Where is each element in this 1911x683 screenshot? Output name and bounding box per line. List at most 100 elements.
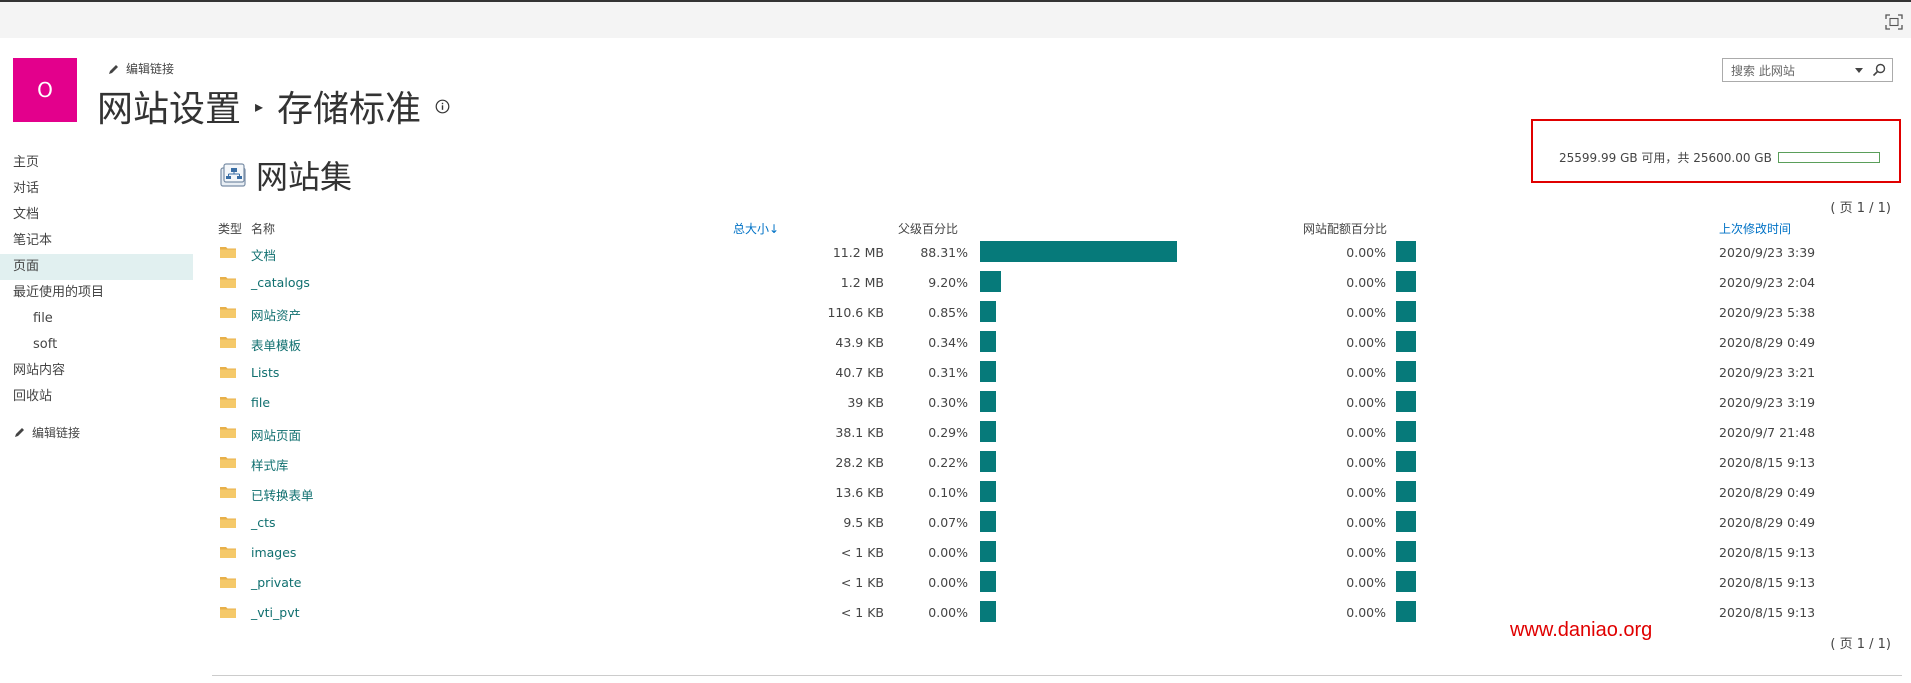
breadcrumb-current: 存储标准 <box>277 89 422 130</box>
dropdown-arrow-icon[interactable] <box>1852 64 1866 76</box>
nav-item[interactable]: 主页 <box>13 155 40 170</box>
item-parent-pct: 0.29% <box>928 425 968 440</box>
table-header: 类型 名称 总大小↓ 父级百分比 网站配额百分比 上次修改时间 <box>218 218 1898 238</box>
parent-pct-bar <box>980 271 1001 292</box>
item-name-link[interactable]: Lists <box>251 365 280 380</box>
search-icon[interactable] <box>1872 63 1886 77</box>
info-icon[interactable] <box>435 99 450 114</box>
section-header: 网站集 <box>218 152 352 198</box>
quota-pct-bar <box>1396 511 1416 532</box>
item-parent-pct: 0.00% <box>928 575 968 590</box>
item-name-link[interactable]: 已转换表单 <box>251 488 314 503</box>
parent-pct-bar <box>980 511 996 532</box>
item-modified: 2020/9/23 3:39 <box>1719 245 1816 260</box>
item-name-link[interactable]: 样式库 <box>251 458 289 473</box>
table-body: 文档 11.2 MB 88.31% 0.00% 2020/9/23 3:39 _catal… <box>218 238 1898 628</box>
nav-item[interactable]: 最近使用的项目 <box>13 285 105 300</box>
item-quota-pct: 0.00% <box>1346 275 1386 290</box>
parent-pct-bar <box>980 361 996 382</box>
edit-links-nav-label: 编辑链接 <box>32 425 81 440</box>
site-logo[interactable]: O <box>13 58 77 122</box>
column-header-size[interactable]: 总大小↓ <box>733 222 780 236</box>
column-header-quota-pct: 网站配额百分比 <box>1303 222 1388 236</box>
quota-pct-bar <box>1396 301 1416 322</box>
nav-item[interactable]: soft <box>33 337 58 352</box>
quota-pct-bar <box>1396 481 1416 502</box>
item-parent-pct: 9.20% <box>928 275 968 290</box>
nav-item[interactable]: 对话 <box>13 181 40 196</box>
table-row: _vti_pvt < 1 KB 0.00% 0.00% 2020/8/15 9:13 <box>218 598 1898 628</box>
item-size: 39 KB <box>847 395 884 410</box>
item-size: 11.2 MB <box>832 245 884 260</box>
nav-item[interactable]: 文档 <box>13 207 40 222</box>
item-size: < 1 KB <box>840 575 884 590</box>
item-modified: 2020/9/23 5:38 <box>1719 305 1816 320</box>
item-quota-pct: 0.00% <box>1346 395 1386 410</box>
item-quota-pct: 0.00% <box>1346 485 1386 500</box>
quota-pct-bar <box>1396 331 1416 352</box>
folder-icon <box>220 457 236 468</box>
item-parent-pct: 0.00% <box>928 605 968 620</box>
item-quota-pct: 0.00% <box>1346 305 1386 320</box>
item-name-link[interactable]: 表单模板 <box>251 338 302 353</box>
item-parent-pct: 0.31% <box>928 365 968 380</box>
item-modified: 2020/9/23 2:04 <box>1719 275 1816 290</box>
item-quota-pct: 0.00% <box>1346 245 1386 260</box>
parent-pct-bar <box>980 421 996 442</box>
quota-pct-bar <box>1396 601 1416 622</box>
nav-item[interactable]: 页面 <box>0 254 193 280</box>
item-parent-pct: 0.85% <box>928 305 968 320</box>
quota-pct-bar <box>1396 391 1416 412</box>
column-header-modified[interactable]: 上次修改时间 <box>1719 222 1792 236</box>
breadcrumb-separator-icon: ▸ <box>255 96 264 116</box>
table-row: 样式库 28.2 KB 0.22% 0.00% 2020/8/15 9:13 <box>218 448 1898 478</box>
item-name-link[interactable]: 网站资产 <box>251 308 302 323</box>
nav-item[interactable]: 笔记本 <box>13 233 53 248</box>
nav-item[interactable]: file <box>33 311 53 326</box>
folder-icon <box>220 487 236 498</box>
pager-top: ( 页 1 / 1) <box>1830 201 1891 216</box>
column-header-name: 名称 <box>251 222 276 236</box>
breadcrumb-parent[interactable]: 网站设置 <box>97 89 242 130</box>
search-box[interactable]: 搜索 此网站 <box>1722 58 1893 82</box>
parent-pct-bar <box>980 331 996 352</box>
column-header-type: 类型 <box>218 222 243 236</box>
item-name-link[interactable]: _vti_pvt <box>251 605 300 620</box>
item-name-link[interactable]: images <box>251 545 297 560</box>
parent-pct-bar <box>980 481 996 502</box>
nav-item[interactable]: 网站内容 <box>13 363 66 378</box>
item-quota-pct: 0.00% <box>1346 605 1386 620</box>
pencil-icon <box>15 428 24 437</box>
table-row: file 39 KB 0.30% 0.00% 2020/9/23 3:19 <box>218 388 1898 418</box>
parent-pct-bar <box>980 541 996 562</box>
item-name-link[interactable]: _private <box>251 575 302 590</box>
edit-links-nav[interactable]: 编辑链接 <box>0 422 193 442</box>
item-parent-pct: 0.10% <box>928 485 968 500</box>
item-quota-pct: 0.00% <box>1346 545 1386 560</box>
folder-icon <box>220 337 236 348</box>
item-name-link[interactable]: file <box>251 395 271 410</box>
storage-table: 类型 名称 总大小↓ 父级百分比 网站配额百分比 上次修改时间 文档 11.2 M… <box>218 218 1898 628</box>
focus-mode-icon[interactable] <box>1885 14 1903 30</box>
site-logo-letter: O <box>37 78 53 102</box>
item-modified: 2020/8/15 9:13 <box>1719 575 1816 590</box>
left-navigation: 主页对话文档笔记本页面最近使用的项目 file soft 网站内容回收站 编辑链接 <box>0 150 193 442</box>
storage-quota-bar <box>1777 152 1880 163</box>
item-size: 9.5 KB <box>843 515 884 530</box>
quota-pct-bar <box>1396 451 1416 472</box>
item-parent-pct: 0.34% <box>928 335 968 350</box>
item-name-link[interactable]: 网站页面 <box>251 428 302 443</box>
watermark: www.daniao.org <box>1510 619 1653 641</box>
edit-links-top[interactable]: 编辑链接 <box>108 60 174 77</box>
search-input[interactable]: 搜索 此网站 <box>1731 63 1795 78</box>
item-name-link[interactable]: _catalogs <box>251 275 310 290</box>
storage-text: 25599.99 GB 可用，共 25600.00 GB <box>1559 151 1772 165</box>
quota-pct-bar <box>1396 541 1416 562</box>
nav-item[interactable]: 回收站 <box>13 389 53 404</box>
item-size: 13.6 KB <box>835 485 884 500</box>
folder-icon <box>220 307 236 318</box>
item-name-link[interactable]: 文档 <box>251 248 277 263</box>
item-name-link[interactable]: _cts <box>251 515 276 530</box>
folder-icon <box>220 547 236 558</box>
item-parent-pct: 0.30% <box>928 395 968 410</box>
